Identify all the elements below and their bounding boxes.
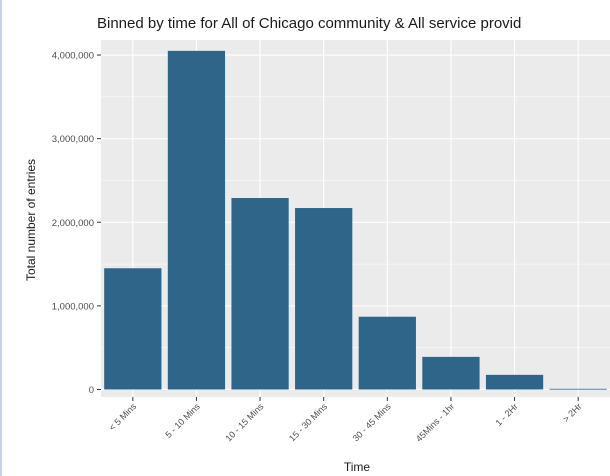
x-axis-title: Time bbox=[344, 460, 371, 474]
left-frame-border bbox=[0, 0, 2, 476]
x-tick-label: 10 - 15 Mins bbox=[223, 401, 265, 443]
bar-7 bbox=[485, 374, 544, 390]
x-tick-label: < 5 Mins bbox=[107, 401, 139, 433]
bars bbox=[104, 50, 607, 390]
x-tick-label: > 2Hr bbox=[561, 401, 584, 424]
chart-title: Binned by time for All of Chicago commun… bbox=[97, 15, 521, 32]
y-axis-title: Total number of entries bbox=[24, 159, 38, 281]
x-tick-label: 30 - 45 Mins bbox=[351, 401, 393, 443]
x-tick-label: 45Mins - 1hr bbox=[414, 401, 456, 443]
y-tick-label: 1,000,000 bbox=[52, 301, 94, 312]
bar-4 bbox=[295, 208, 353, 390]
x-tick-label: 1 - 2Hr bbox=[493, 401, 520, 428]
x-tick-label: 15 - 30 Mins bbox=[287, 401, 329, 443]
x-axis: < 5 Mins 5 - 10 Mins 10 - 15 Mins 15 - 30 M… bbox=[107, 397, 584, 444]
y-tick-label: 3,000,000 bbox=[52, 134, 94, 145]
bar-1 bbox=[104, 268, 162, 390]
y-tick-label: 0 bbox=[89, 385, 94, 396]
y-axis: 0 1,000,000 2,000,000 3,000,000 4,000,000 bbox=[52, 51, 101, 396]
bar-6 bbox=[422, 356, 480, 390]
bar-5 bbox=[358, 316, 416, 390]
y-tick-label: 4,000,000 bbox=[52, 51, 94, 62]
bar-8 bbox=[549, 388, 607, 390]
y-tick-label: 2,000,000 bbox=[52, 218, 94, 229]
bar-2 bbox=[167, 50, 226, 390]
x-tick-label: 5 - 10 Mins bbox=[163, 401, 202, 440]
bar-3 bbox=[231, 198, 289, 390]
